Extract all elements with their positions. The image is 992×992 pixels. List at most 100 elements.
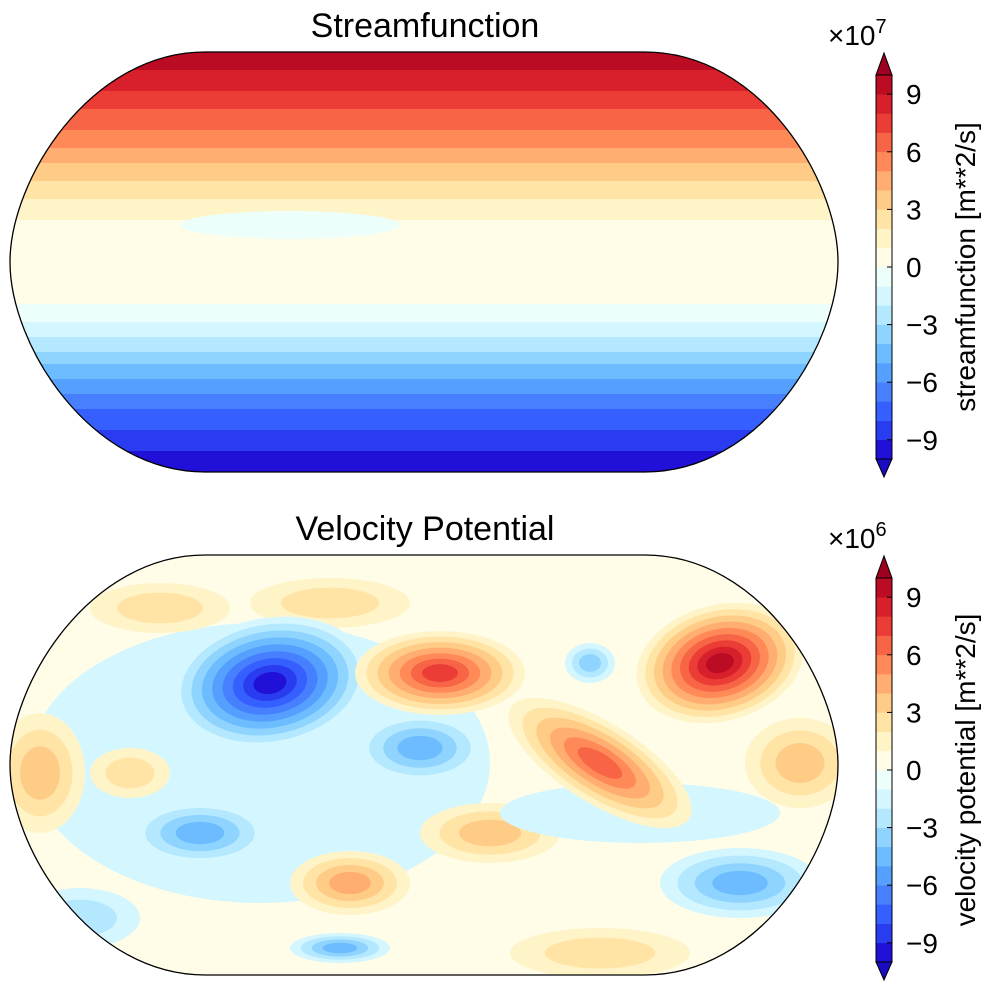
contour-band [10,322,838,326]
contour-band [10,355,838,359]
contour-band [10,280,838,284]
contour-band [10,223,838,227]
contour-band [10,400,838,404]
contour-band [10,73,838,77]
contour-band [10,463,838,467]
colorbar-band [876,401,892,421]
colorbar-band [876,94,892,114]
colorbar-band [876,942,892,963]
contour-band [10,391,838,395]
contour-band [10,268,838,272]
contour-band [10,214,838,218]
contour-blob [422,664,458,682]
contour-band [10,295,838,299]
contour-band [10,343,838,347]
colorbar-band [876,808,892,828]
colorbar-band [876,885,892,905]
colorbar-tick-label: −9 [906,928,938,959]
colorbar-band [876,904,892,924]
contour-blob [280,587,380,619]
contour-band [10,316,838,320]
contour-band [10,187,838,191]
colorbar-band [876,420,892,441]
contour-band [10,325,838,329]
contour-band [10,394,838,398]
colorbar-scale: ×107 [828,16,887,51]
contour-band [10,139,838,143]
contour-blob [175,821,225,845]
colorbar-band [876,209,892,229]
colorbar-band [876,382,892,402]
contour-band [10,466,838,470]
contour-band [10,145,838,149]
contour-blob [706,652,734,674]
contour-band [10,109,838,113]
contour-band [10,319,838,323]
colorbar-tick-label: 9 [906,79,922,110]
contour-band [10,85,838,89]
contour-band [10,88,838,92]
colorbar-tick-label: −6 [906,367,938,398]
contour-band [10,130,838,134]
map-field [10,52,838,472]
colorbar-band [876,712,892,732]
contour-band [10,352,838,356]
contour-blob [544,937,656,969]
contour-blob [322,942,358,954]
contour-band [10,454,838,458]
contour-band [10,52,838,56]
colorbar-band [876,616,892,636]
contour-band [10,370,838,374]
colorbar-band [876,132,892,153]
contour-band [10,334,838,338]
contour-band [10,385,838,389]
contour-band [10,283,838,287]
contour-band [10,427,838,431]
contour-band [10,298,838,302]
colorbar-band [876,439,892,460]
contour-blob [397,735,443,761]
contour-band [10,55,838,59]
contour-band [10,382,838,386]
colorbar-band [876,846,892,867]
contour-band [10,151,838,155]
map-title: Streamfunction [311,7,540,45]
contour-band [10,448,838,452]
scale-exponent: 7 [876,16,887,38]
map-title: Velocity Potential [296,510,555,548]
contour-band [10,160,838,164]
contour-band [10,166,838,170]
contour-band [10,373,838,377]
contour-band [10,310,838,314]
contour-band [10,313,838,317]
contour-blob [253,671,287,695]
contour-band [10,457,838,461]
contour-band [10,133,838,137]
contour-band [10,79,838,83]
contour-band [10,181,838,185]
contour-band [10,430,838,434]
colorbar-tick-label: −3 [906,310,938,341]
colorbar-band [876,654,892,675]
contour-band [10,178,838,182]
colorbar-extend-over [875,554,893,579]
scale-base: ×10 [828,523,876,554]
contour-band [10,331,838,335]
contour-band [10,406,838,410]
colorbar-tick-label: 0 [906,252,922,283]
contour-band [10,106,838,110]
contour-band [10,418,838,422]
colorbar-band [876,827,892,848]
contour-band [10,388,838,392]
contour-band [10,232,838,236]
contour-band [10,250,838,254]
contour-band [10,439,838,443]
colorbar-extend-over [875,51,893,76]
colorbar-tick-label: −3 [906,813,938,844]
contour-band [10,115,838,119]
contour-band [10,307,838,311]
contour-band [10,199,838,203]
contour-band [10,169,838,173]
colorbar: −9 −6 −3 0 3 6 9 ×107 streamfunction [m**2/s] [828,16,981,479]
